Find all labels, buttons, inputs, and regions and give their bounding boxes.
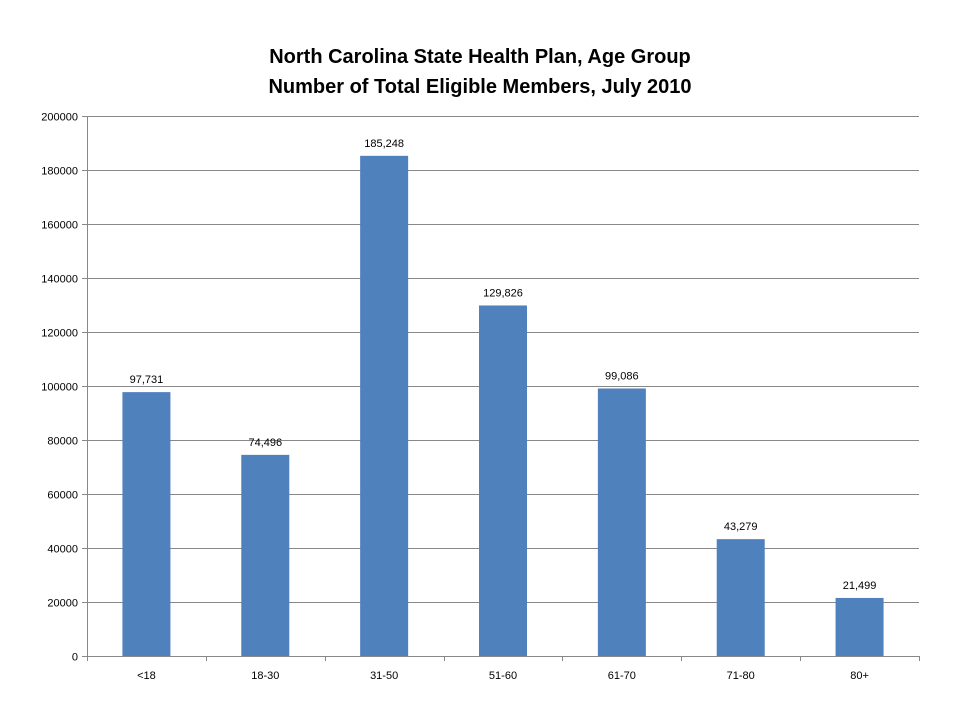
data-label: 97,731 bbox=[130, 374, 164, 386]
bar bbox=[122, 392, 171, 656]
y-tick-label: 0 bbox=[72, 652, 78, 664]
bar bbox=[835, 597, 884, 656]
chart-title-line-1: North Carolina State Health Plan, Age Gr… bbox=[269, 46, 691, 68]
x-tick-label: 51-60 bbox=[489, 670, 517, 682]
x-tick-label: <18 bbox=[137, 670, 156, 682]
x-tick-label: 61-70 bbox=[608, 670, 636, 682]
y-tick-label: 40000 bbox=[47, 544, 78, 556]
x-tick-label: 80+ bbox=[850, 670, 869, 682]
data-label: 99,086 bbox=[605, 370, 639, 382]
bar bbox=[716, 539, 765, 656]
y-tick-label: 180000 bbox=[41, 166, 78, 178]
data-label: 129,826 bbox=[483, 287, 523, 299]
bar bbox=[360, 155, 409, 657]
y-tick-label: 80000 bbox=[47, 436, 78, 448]
data-label: 74,496 bbox=[248, 437, 282, 449]
data-label: 43,279 bbox=[724, 521, 758, 533]
x-tick-label: 71-80 bbox=[727, 670, 755, 682]
bar bbox=[479, 305, 527, 656]
data-label: 185,248 bbox=[364, 138, 404, 150]
chart-title-line-2: Number of Total Eligible Members, July 2… bbox=[268, 76, 692, 98]
y-tick-label: 120000 bbox=[41, 328, 78, 340]
y-tick-label: 200000 bbox=[41, 112, 78, 124]
x-tick-label: 31-50 bbox=[370, 670, 398, 682]
y-tick-label: 140000 bbox=[41, 274, 78, 286]
bar bbox=[241, 454, 290, 656]
x-tick-label: 18-30 bbox=[251, 670, 279, 682]
y-tick-label: 100000 bbox=[41, 382, 78, 394]
y-tick-label: 60000 bbox=[47, 490, 78, 502]
y-tick-label: 160000 bbox=[41, 220, 78, 232]
y-tick-label: 20000 bbox=[47, 598, 78, 610]
data-label: 21,499 bbox=[843, 580, 877, 592]
bar bbox=[597, 388, 646, 656]
